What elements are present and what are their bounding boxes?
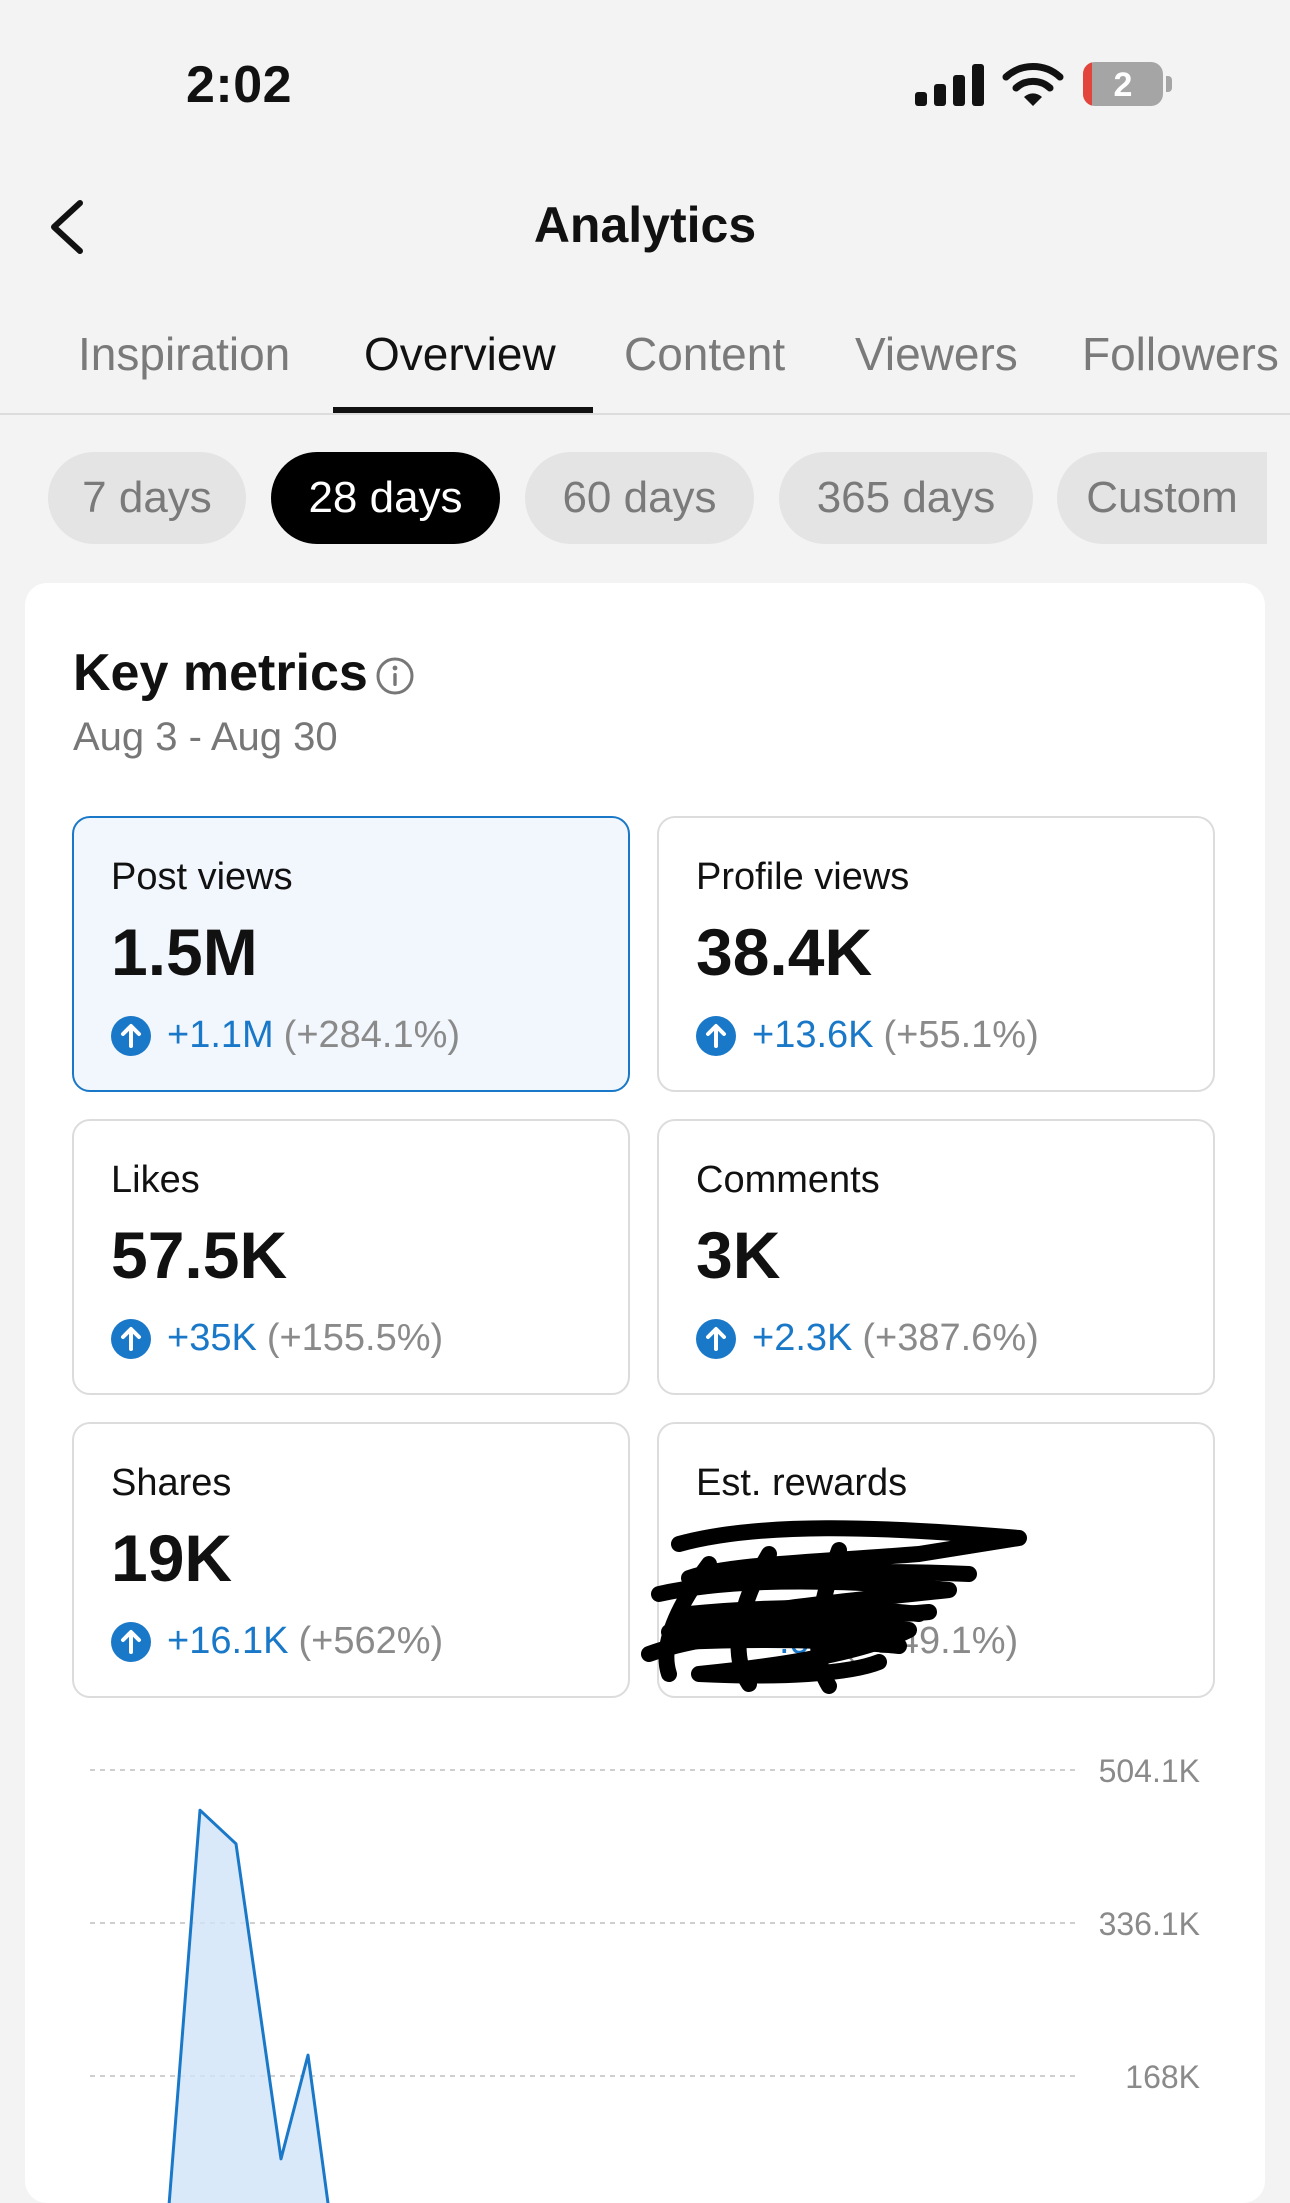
metric-delta: +35K [167, 1317, 257, 1360]
range-28-days[interactable]: 28 days [271, 452, 500, 544]
metric-value: 19K [111, 1520, 232, 1596]
tab-inspiration[interactable]: Inspiration [78, 327, 290, 381]
metric-profile-views[interactable]: Profile views 38.4K +13.6K (+55.1%) [657, 816, 1215, 1092]
metric-percent: (+284.1%) [284, 1014, 460, 1057]
range-60-days[interactable]: 60 days [525, 452, 754, 544]
wifi-icon [1002, 60, 1064, 108]
cellular-signal-icon [915, 64, 985, 106]
metric-label: Shares [111, 1462, 231, 1505]
range-365-days[interactable]: 365 days [779, 452, 1033, 544]
chart-y-tick-label: 504.1K [1099, 1753, 1200, 1789]
chart-area-fill [168, 1810, 330, 2203]
date-range-label: Aug 3 - Aug 30 [73, 715, 338, 760]
metric-shares[interactable]: Shares 19K +16.1K (+562%) [72, 1422, 630, 1698]
chart-y-tick-label: 336.1K [1099, 1906, 1200, 1942]
range-custom[interactable]: Custom [1057, 452, 1267, 544]
info-icon[interactable] [375, 656, 415, 696]
arrow-up-circle-icon [696, 1016, 736, 1056]
tab-overview[interactable]: Overview [364, 327, 556, 381]
key-metrics-card: Key metrics Aug 3 - Aug 30 Post views 1.… [25, 583, 1265, 2203]
metric-delta: +2.3K [752, 1317, 852, 1360]
battery-level: 2 [1083, 66, 1163, 105]
metric-percent: (+387.6%) [862, 1317, 1038, 1360]
analytics-tabs: Inspiration Overview Content Viewers Fol… [0, 315, 1290, 415]
tab-followers[interactable]: Followers [1082, 327, 1279, 381]
page-title: Analytics [0, 196, 1290, 254]
metric-percent: (+155.5%) [267, 1317, 443, 1360]
metric-label: Est. rewards [696, 1462, 907, 1505]
metric-label: Comments [696, 1159, 880, 1202]
battery-nub [1166, 76, 1172, 92]
metric-delta: +1.1M [167, 1014, 274, 1057]
redaction-scribble [619, 1514, 1079, 1694]
tab-content[interactable]: Content [624, 327, 785, 381]
arrow-up-circle-icon [111, 1016, 151, 1056]
arrow-up-circle-icon [696, 1319, 736, 1359]
metric-label: Profile views [696, 856, 909, 899]
range-7-days[interactable]: 7 days [48, 452, 246, 544]
metric-value: 1.5M [111, 914, 258, 990]
battery-icon: 2 [1083, 62, 1163, 106]
metric-value: 38.4K [696, 914, 872, 990]
active-tab-indicator [333, 407, 593, 413]
metric-comments[interactable]: Comments 3K +2.3K (+387.6%) [657, 1119, 1215, 1395]
metric-est-rewards[interactable]: Est. rewards .93 (+149.1%) [657, 1422, 1215, 1698]
tab-viewers[interactable]: Viewers [855, 327, 1018, 381]
metric-delta: +13.6K [752, 1014, 874, 1057]
metric-percent: (+562%) [299, 1620, 444, 1663]
key-metrics-title: Key metrics [73, 643, 368, 703]
metric-likes[interactable]: Likes 57.5K +35K (+155.5%) [72, 1119, 630, 1395]
arrow-up-circle-icon [111, 1319, 151, 1359]
status-bar: 2:02 2 [0, 0, 1290, 170]
metric-value: 3K [696, 1217, 780, 1293]
metric-label: Likes [111, 1159, 200, 1202]
metric-post-views[interactable]: Post views 1.5M +1.1M (+284.1%) [72, 816, 630, 1092]
chart-y-tick-label: 168K [1125, 2059, 1200, 2095]
metric-delta: +16.1K [167, 1620, 289, 1663]
metric-value: 57.5K [111, 1217, 287, 1293]
status-time: 2:02 [186, 55, 292, 115]
arrow-up-circle-icon [111, 1622, 151, 1662]
metric-percent: (+55.1%) [884, 1014, 1039, 1057]
metric-label: Post views [111, 856, 293, 899]
post-views-chart: 504.1K 336.1K 168K [25, 1738, 1265, 2203]
